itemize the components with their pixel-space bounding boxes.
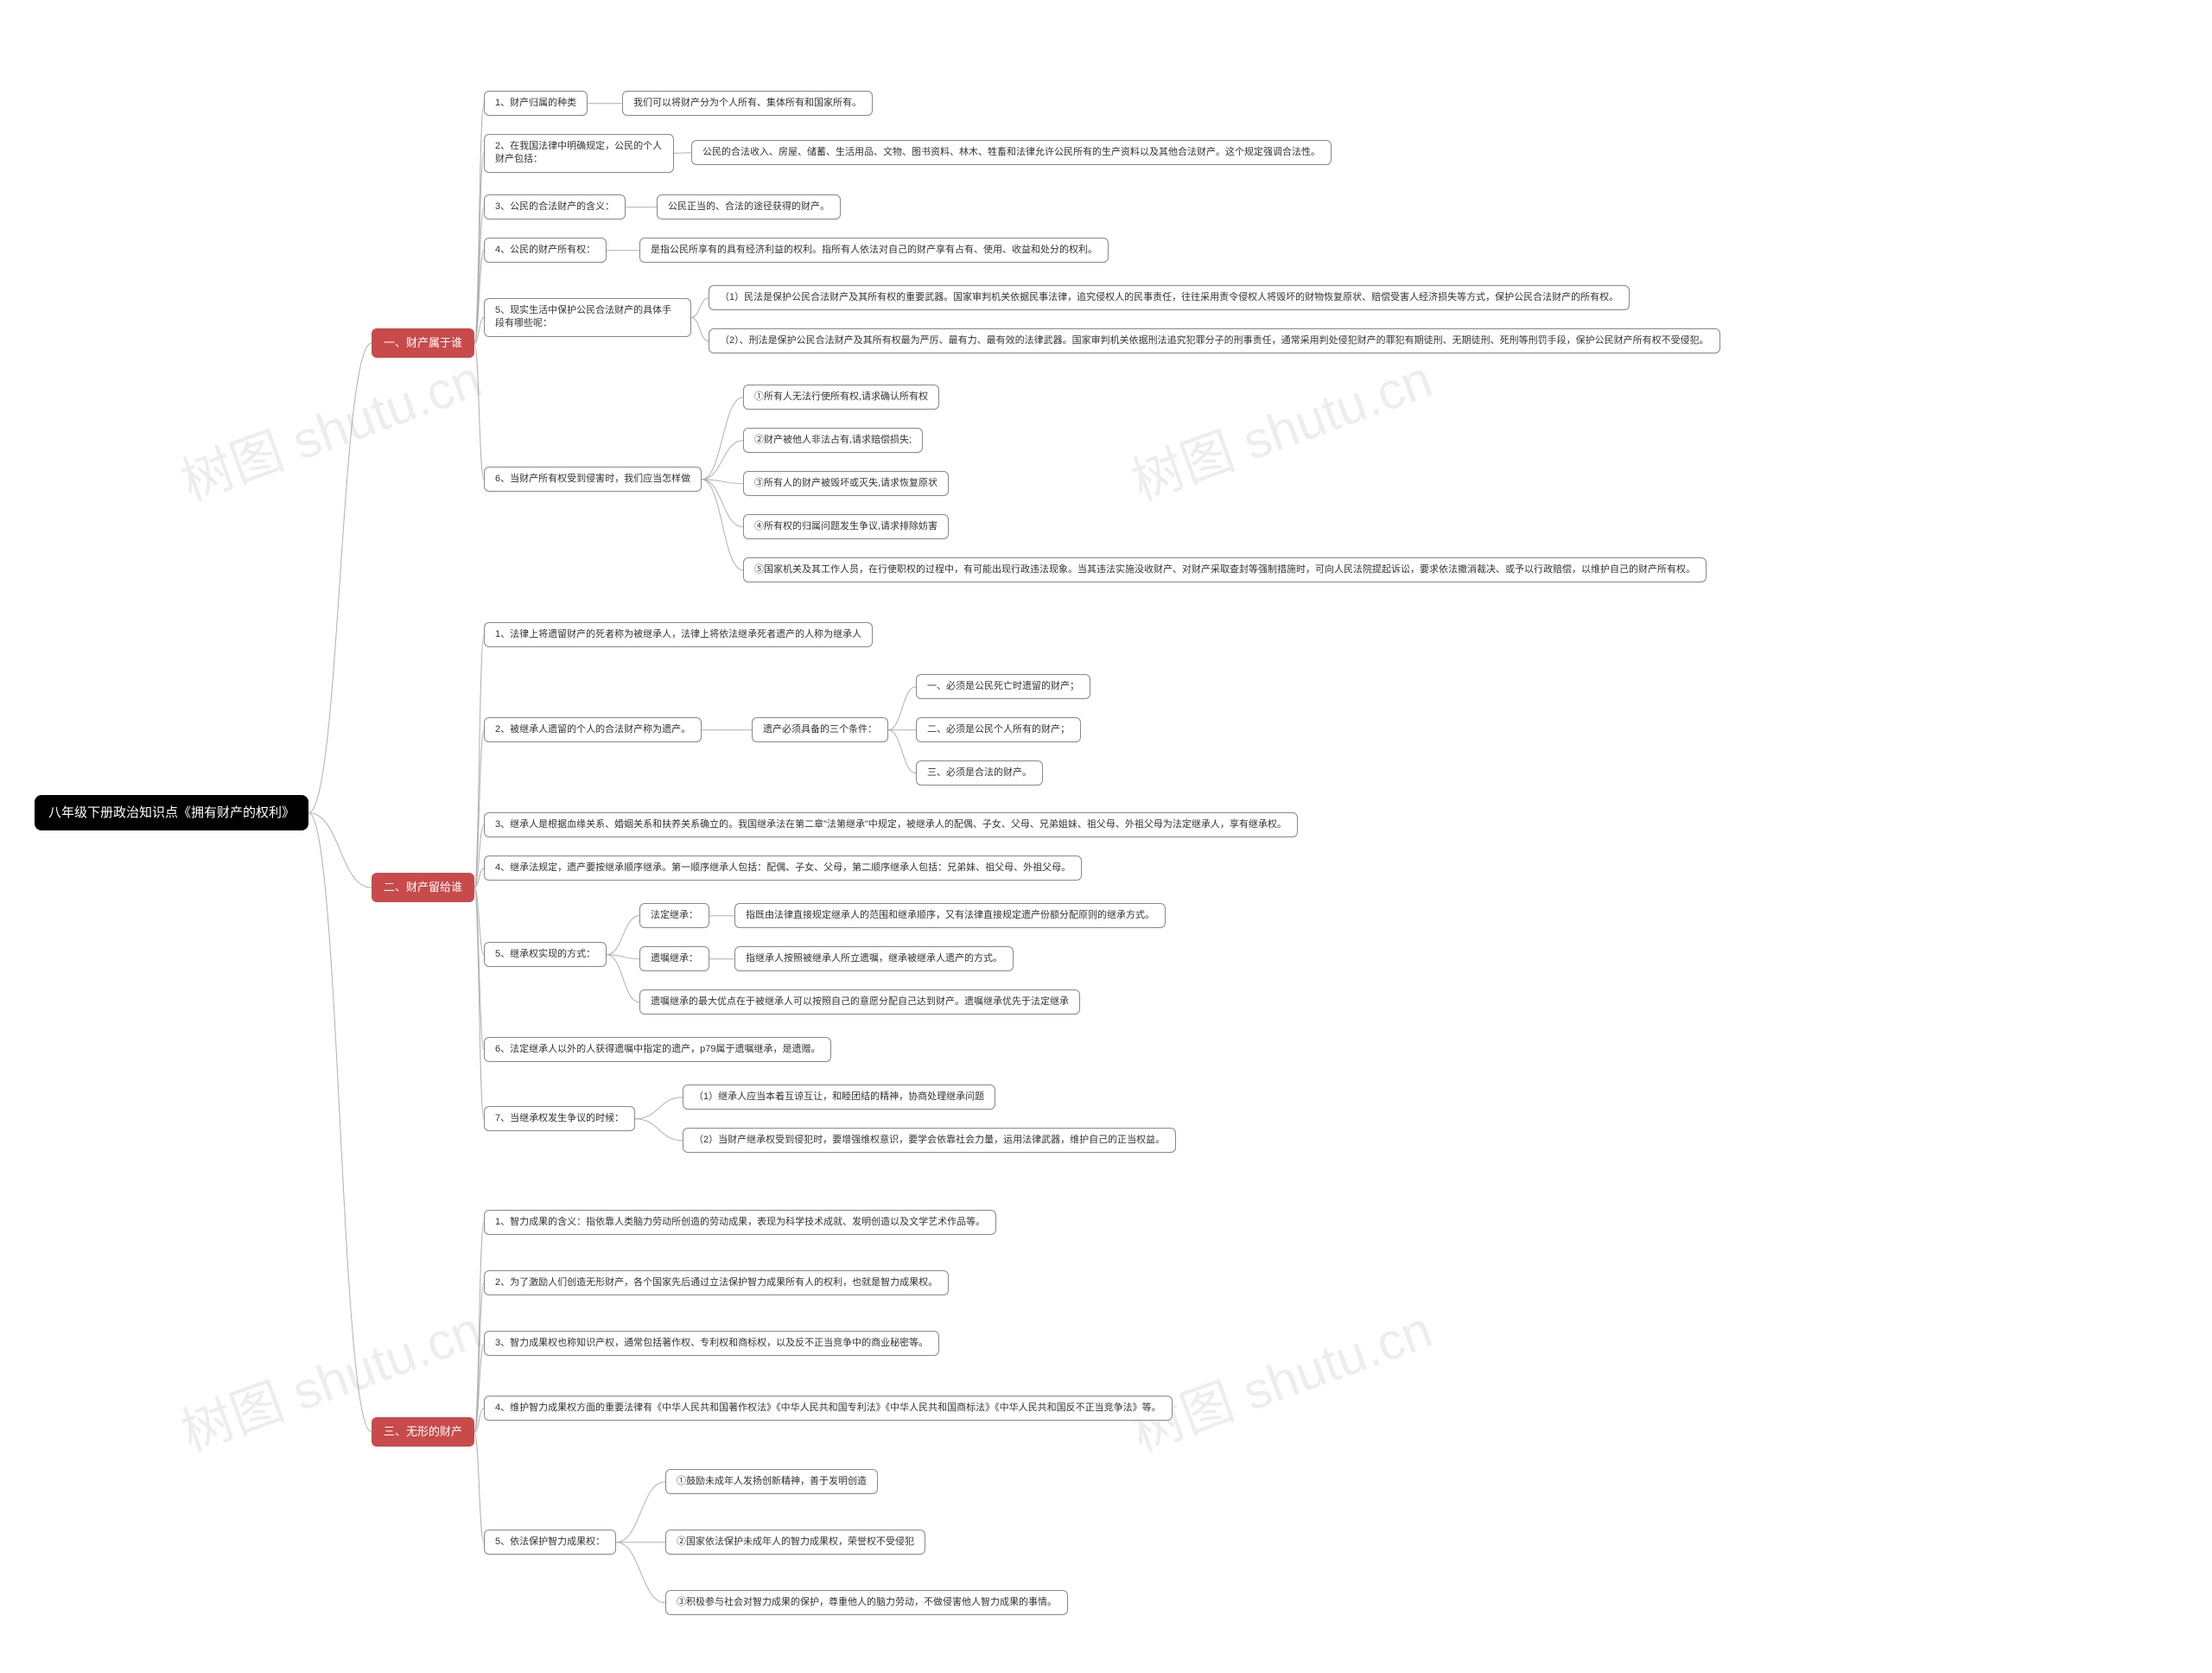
node-m1-6-c5[interactable]: ⑤国家机关及其工作人员，在行使职权的过程中，有可能出现行政违法现象。当其违法实施… — [743, 557, 1707, 582]
node-m3-5-c2[interactable]: ②国家依法保护未成年人的智力成果权，荣誉权不受侵犯 — [665, 1530, 925, 1555]
root-node[interactable]: 八年级下册政治知识点《拥有财产的权利》 — [35, 795, 308, 830]
node-m3-5[interactable]: 5、依法保护智力成果权： — [484, 1530, 616, 1555]
main-branch-property-owner[interactable]: 一、财产属于谁 — [372, 328, 474, 358]
main-branch-intangible[interactable]: 三、无形的财产 — [372, 1417, 474, 1447]
node-m1-5-c2[interactable]: （2）、刑法是保护公民合法财产及其所有权最为严厉、最有力、最有效的法律武器。国家… — [709, 328, 1720, 353]
node-m1-4[interactable]: 4、公民的财产所有权： — [484, 238, 607, 263]
node-m3-2[interactable]: 2、为了激励人们创造无形财产，各个国家先后通过立法保护智力成果所有人的权利，也就… — [484, 1270, 949, 1295]
watermark: 树图 shutu.cn — [169, 337, 490, 515]
node-m1-5-c1[interactable]: （1）民法是保护公民合法财产及其所有权的重要武器。国家审判机关依据民事法律，追究… — [709, 285, 1630, 310]
watermark: 树图 shutu.cn — [1120, 337, 1440, 515]
node-m2-6[interactable]: 6、法定继承人以外的人获得遗嘱中指定的遗产，p79属于遗嘱继承，是遗赠。 — [484, 1037, 831, 1062]
node-m2-2-c1[interactable]: 一、必须是公民死亡时遗留的财产； — [916, 674, 1090, 699]
node-m1-6-c3[interactable]: ③所有人的财产被毁坏或灭失,请求恢复原状 — [743, 471, 949, 496]
node-m3-3[interactable]: 3、智力成果权也称知识产权，通常包括著作权、专利权和商标权，以及反不正当竞争中的… — [484, 1331, 939, 1356]
node-m2-5-c1-val[interactable]: 指既由法律直接规定继承人的范围和继承顺序，又有法律直接规定遗产份额分配原则的继承… — [734, 903, 1166, 928]
node-m1-6-c4[interactable]: ④所有权的归属问题发生争议,请求排除妨害 — [743, 514, 949, 539]
node-m2-1[interactable]: 1、法律上将遗留财产的死者称为被继承人，法律上将依法继承死者遗产的人称为继承人 — [484, 622, 873, 647]
node-m2-3[interactable]: 3、继承人是根据血缘关系、婚姻关系和扶养关系确立的。我国继承法在第二章"法第继承… — [484, 812, 1298, 837]
node-m2-2-c2[interactable]: 二、必须是公民个人所有的财产； — [916, 717, 1081, 742]
node-m2-2-mid[interactable]: 遗产必须具备的三个条件： — [752, 717, 888, 742]
node-m2-5-c2[interactable]: 遗嘱继承： — [639, 946, 709, 971]
node-m1-5[interactable]: 5、现实生活中保护公民合法财产的具体手段有哪些呢： — [484, 298, 691, 337]
node-m1-6[interactable]: 6、当财产所有权受到侵害时，我们应当怎样做 — [484, 467, 702, 492]
node-m2-7-c2[interactable]: （2）当财产继承权受到侵犯时，要增强维权意识，要学会依靠社会力量，运用法律武器，… — [683, 1128, 1176, 1153]
mindmap-container: 树图 shutu.cn 树图 shutu.cn 树图 shutu.cn 树图 s… — [0, 0, 2212, 1673]
node-m1-1[interactable]: 1、财产归属的种类 — [484, 91, 588, 116]
node-m3-1[interactable]: 1、智力成果的含义：指依靠人类脑力劳动所创造的劳动成果，表现为科学技术成就、发明… — [484, 1210, 996, 1235]
node-m1-1-val[interactable]: 我们可以将财产分为个人所有、集体所有和国家所有。 — [622, 91, 873, 116]
node-m1-4-val[interactable]: 是指公民所享有的具有经济利益的权利。指所有人依法对自己的财产享有占有、使用、收益… — [639, 238, 1109, 263]
node-m2-5-c2-val[interactable]: 指继承人按照被继承人所立遗嘱，继承被继承人遗产的方式。 — [734, 946, 1014, 971]
node-m2-7[interactable]: 7、当继承权发生争议的时候： — [484, 1106, 635, 1131]
node-m1-6-c1[interactable]: ①所有人无法行使所有权,请求确认所有权 — [743, 385, 939, 410]
node-m2-5[interactable]: 5、继承权实现的方式： — [484, 942, 607, 967]
node-m1-2[interactable]: 2、在我国法律中明确规定，公民的个人财产包括： — [484, 134, 674, 173]
node-m2-4[interactable]: 4、继承法规定，遗产要按继承顺序继承。第一顺序继承人包括：配偶、子女、父母，第二… — [484, 856, 1082, 881]
main-branch-inheritance[interactable]: 二、财产留给谁 — [372, 873, 474, 902]
node-m1-3-val[interactable]: 公民正当的、合法的途径获得的财产。 — [657, 194, 841, 219]
node-m3-5-c3[interactable]: ③积极参与社会对智力成果的保护，尊重他人的脑力劳动，不做侵害他人智力成果的事情。 — [665, 1590, 1068, 1615]
node-m1-2-val[interactable]: 公民的合法收入、房屋、储蓄、生活用品、文物、图书资料、林木、牲畜和法律允许公民所… — [691, 140, 1332, 165]
node-m2-5-c3[interactable]: 遗嘱继承的最大优点在于被继承人可以按照自己的意愿分配自己达到财产。遗嘱继承优先于… — [639, 989, 1080, 1015]
node-m2-2[interactable]: 2、被继承人遗留的个人的合法财产称为遗产。 — [484, 717, 702, 742]
node-m3-5-c1[interactable]: ①鼓励未成年人发扬创新精神，善于发明创造 — [665, 1469, 878, 1494]
watermark: 树图 shutu.cn — [1120, 1288, 1440, 1466]
node-m1-3[interactable]: 3、公民的合法财产的含义： — [484, 194, 626, 219]
node-m1-6-c2[interactable]: ②财产被他人非法占有,请求赔偿损失; — [743, 428, 923, 453]
node-m3-4[interactable]: 4、维护智力成果权方面的重要法律有《中华人民共和国著作权法》《中华人民共和国专利… — [484, 1396, 1173, 1421]
node-m2-5-c1[interactable]: 法定继承： — [639, 903, 709, 928]
node-m2-7-c1[interactable]: （1）继承人应当本着互谅互让，和睦团结的精神，协商处理继承问题 — [683, 1085, 995, 1110]
node-m2-2-c3[interactable]: 三、必须是合法的财产。 — [916, 760, 1043, 786]
